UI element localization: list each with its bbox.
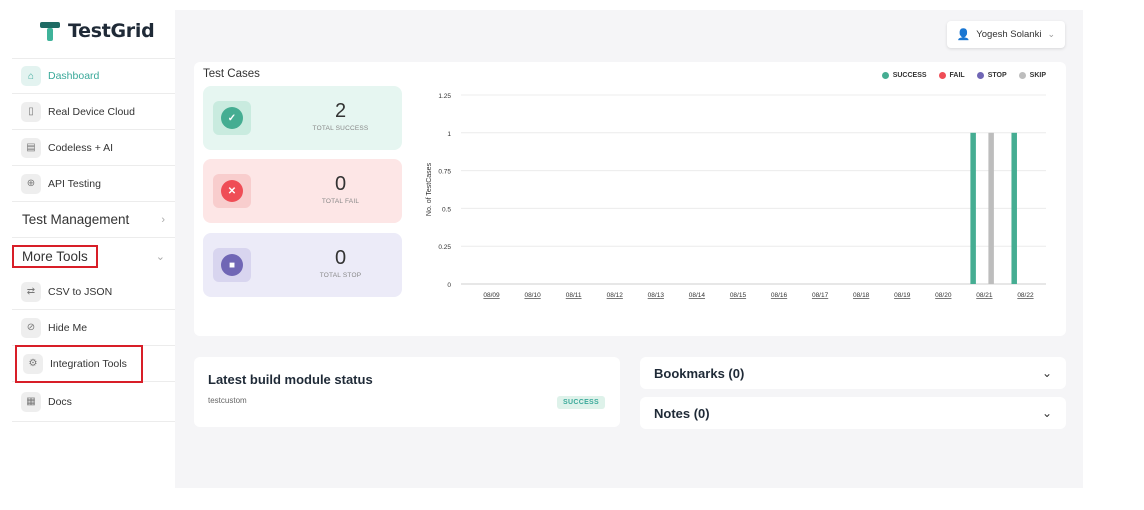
sidebar-item-csv-to-json[interactable]: ⇄ CSV to JSON: [12, 274, 175, 310]
notes-title: Notes (0): [654, 405, 710, 421]
sidebar-item-docs[interactable]: ▦ Docs: [12, 382, 175, 422]
sidebar-item-label: Integration Tools: [50, 357, 127, 370]
testgrid-logo-icon: [40, 20, 62, 42]
y-tick-label: 0: [447, 282, 451, 289]
legend-success[interactable]: SUCCESS: [881, 72, 927, 79]
check-icon: ✓: [221, 107, 243, 129]
x-tick-label: 08/11: [566, 292, 582, 299]
sidebar: TestGrid ⌂ Dashboard ▯ Real Device Cloud…: [0, 0, 175, 510]
x-tick-label: 08/10: [524, 292, 541, 299]
sidebar-group-test-management[interactable]: Test Management ›: [12, 202, 175, 238]
total-stop-stat: ■ 0 TOTAL STOP: [203, 233, 402, 297]
chevron-down-icon: ⌄: [1041, 406, 1052, 420]
sidebar-item-api-testing[interactable]: ⊕ API Testing: [12, 166, 175, 202]
sidebar-item-real-device-cloud[interactable]: ▯ Real Device Cloud: [12, 94, 175, 130]
sidebar-item-codeless-ai[interactable]: ▤ Codeless + AI: [12, 130, 175, 166]
test-cases-card: Test Cases ✓ 2 TOTAL SUCCESS ✕ 0 TOTAL F…: [194, 62, 1066, 336]
bar-success: [970, 132, 976, 284]
bookmarks-title: Bookmarks (0): [654, 365, 745, 381]
group-label: More Tools: [12, 244, 98, 268]
sidebar-item-label: Codeless + AI: [48, 141, 114, 154]
sidebar-item-hide-me[interactable]: ⊘ Hide Me: [12, 310, 175, 346]
home-icon: ⌂: [21, 66, 41, 86]
user-icon: 👤: [956, 29, 971, 41]
x-tick-label: 08/14: [689, 292, 706, 299]
y-tick-label: 0.5: [442, 206, 451, 213]
y-tick-label: 0.75: [438, 169, 451, 176]
x-tick-label: 08/18: [853, 292, 870, 299]
bar-success: [1011, 132, 1017, 284]
x-tick-label: 08/21: [976, 292, 993, 299]
x-tick-label: 08/20: [935, 292, 952, 299]
integration-tools-highlight: ⚙ Integration Tools: [15, 344, 143, 383]
bookmarks-accordion[interactable]: Bookmarks (0) ⌄: [640, 357, 1066, 389]
y-tick-label: 0.25: [438, 244, 451, 251]
logo[interactable]: TestGrid: [40, 20, 155, 42]
chevron-down-icon: ⌄: [155, 250, 165, 263]
sidebar-nav: ⌂ Dashboard ▯ Real Device Cloud ▤ Codele…: [12, 58, 175, 422]
close-icon: ✕: [221, 180, 243, 202]
test-cases-title: Test Cases: [203, 68, 260, 80]
latest-build-card: Latest build module status testcustom SU…: [194, 357, 620, 427]
x-tick-label: 08/16: [771, 292, 788, 299]
stat-label: TOTAL SUCCESS: [312, 125, 369, 132]
brand-name: TestGrid: [68, 20, 155, 42]
total-success-stat: ✓ 2 TOTAL SUCCESS: [203, 86, 402, 150]
sidebar-item-label: Dashboard: [48, 70, 100, 82]
sidebar-item-label: Hide Me: [48, 321, 88, 334]
user-name: Yogesh Solanki: [976, 29, 1042, 40]
bar-skip: [988, 132, 994, 284]
build-module-name: testcustom: [208, 396, 247, 405]
stat-value: 0: [334, 173, 347, 195]
chevron-down-icon: ⌄: [1041, 366, 1052, 380]
x-tick-label: 08/15: [730, 292, 747, 299]
sidebar-group-more-tools[interactable]: More Tools ⌄: [12, 238, 175, 274]
stat-label: TOTAL STOP: [319, 272, 362, 279]
api-icon: ⊕: [21, 173, 41, 194]
sidebar-item-label: CSV to JSON: [48, 285, 113, 298]
x-tick-label: 08/09: [483, 292, 500, 299]
y-tick-label: 1.25: [438, 93, 451, 100]
y-tick-label: 1: [447, 131, 451, 138]
legend-skip[interactable]: SKIP: [1018, 72, 1046, 79]
x-tick-label: 08/13: [648, 292, 665, 299]
legend-stop[interactable]: STOP: [976, 72, 1007, 79]
chevron-down-icon: ⌄: [1047, 29, 1055, 39]
main-content: 👤 Yogesh Solanki ⌄ Test Cases ✓ 2 TOTAL …: [175, 10, 1083, 488]
stop-icon: ■: [221, 254, 243, 276]
user-menu-button[interactable]: 👤 Yogesh Solanki ⌄: [946, 21, 1065, 48]
sidebar-item-integration-tools[interactable]: ⚙ Integration Tools: [12, 344, 175, 383]
sidebar-item-label: API Testing: [48, 177, 101, 190]
build-card-title: Latest build module status: [208, 372, 373, 387]
devices-icon: ▯: [21, 101, 41, 122]
x-tick-label: 08/12: [607, 292, 624, 299]
x-tick-label: 08/22: [1017, 292, 1034, 299]
x-tick-label: 08/19: [894, 292, 911, 299]
total-fail-stat: ✕ 0 TOTAL FAIL: [203, 159, 402, 223]
stat-value: 0: [334, 247, 347, 269]
notes-accordion[interactable]: Notes (0) ⌄: [640, 397, 1066, 429]
convert-icon: ⇄: [21, 281, 41, 302]
legend-fail[interactable]: FAIL: [938, 72, 965, 79]
codeless-icon: ▤: [21, 137, 41, 158]
sidebar-item-label: Docs: [48, 395, 72, 408]
gear-icon: ⚙: [23, 353, 43, 374]
docs-icon: ▦: [21, 391, 41, 412]
status-badge: SUCCESS: [557, 396, 605, 409]
test-cases-bar-chart: 0 0.25 0.5 0.75 1 1.25 No. of TestCases 08/09 08…: [426, 93, 1046, 299]
sidebar-item-label: Real Device Cloud: [48, 105, 135, 118]
group-label: Test Management: [22, 212, 130, 227]
stat-label: TOTAL FAIL: [321, 198, 360, 205]
stat-value: 2: [334, 100, 347, 122]
y-axis-label: No. of TestCases: [426, 162, 433, 216]
chart-legend: SUCCESS FAIL STOP SKIP: [881, 72, 1046, 79]
x-tick-label: 08/17: [812, 292, 829, 299]
sidebar-item-dashboard[interactable]: ⌂ Dashboard: [12, 58, 175, 94]
eye-off-icon: ⊘: [21, 317, 41, 338]
chevron-right-icon: ›: [161, 213, 165, 226]
